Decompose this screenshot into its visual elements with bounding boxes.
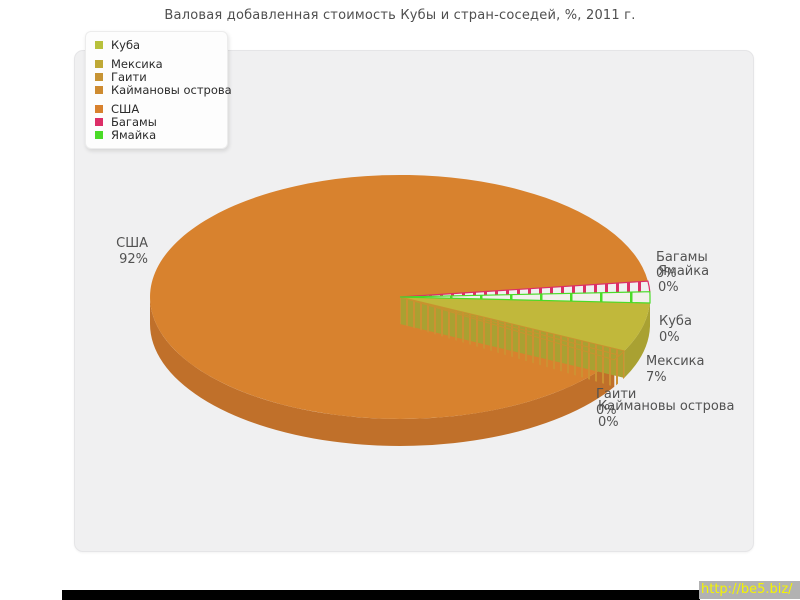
watermark-link[interactable]: http://be5.biz/ bbox=[699, 581, 800, 599]
label-usa-pct: 92% bbox=[119, 252, 148, 267]
legend-label-bahamas: Багамы bbox=[111, 115, 157, 129]
legend-label-cuba: Куба bbox=[111, 38, 141, 52]
label-mexico-name: Мексика bbox=[646, 354, 705, 369]
label-mexico: Мексика 7% bbox=[646, 354, 704, 386]
label-cayman-name: Каймановы острова bbox=[598, 399, 735, 414]
legend-swatch-mexico bbox=[95, 60, 103, 68]
label-cayman-pct: 0% bbox=[598, 415, 619, 430]
label-cayman: Каймановы острова 0% bbox=[598, 399, 734, 431]
legend-label-mexico: Мексика bbox=[111, 57, 163, 71]
label-usa: США 92% bbox=[90, 236, 148, 268]
label-cuba-pct: 0% bbox=[659, 330, 680, 345]
legend-label-usa: США bbox=[111, 102, 140, 116]
pie-slice-usa-side bbox=[150, 297, 615, 446]
legend-swatch-cuba bbox=[95, 41, 103, 49]
legend-item-mexico: Мексика bbox=[95, 57, 215, 71]
legend-item-cuba: Куба bbox=[95, 38, 215, 52]
label-haiti-name: Гаити bbox=[596, 387, 637, 402]
label-haiti: Гаити 0% bbox=[596, 387, 636, 419]
legend-swatch-cayman bbox=[95, 86, 103, 94]
pie-slice-haiti-cayman-rim bbox=[614, 350, 625, 387]
label-jamaica: Ямайка 0% bbox=[658, 264, 709, 296]
pie-slice-haiti-cayman-fan bbox=[400, 297, 615, 387]
legend-swatch-jamaica bbox=[95, 131, 103, 139]
label-jamaica-name: Ямайка bbox=[658, 264, 710, 279]
legend-swatch-usa bbox=[95, 105, 103, 113]
legend-swatch-bahamas bbox=[95, 118, 103, 126]
legend-label-jamaica: Ямайка bbox=[111, 128, 157, 142]
pie-slice-mexico bbox=[400, 297, 650, 351]
label-usa-name: США bbox=[116, 236, 148, 251]
legend-swatch-haiti bbox=[95, 73, 103, 81]
legend-item-jamaica: Ямайка bbox=[95, 128, 215, 142]
pie-slice-mexico-side bbox=[624, 299, 650, 378]
label-cuba-name: Куба bbox=[659, 314, 692, 329]
legend-label-haiti: Гаити bbox=[111, 70, 147, 84]
legend-box: Куба Мексика Гаити Каймановы острова США… bbox=[85, 31, 232, 149]
label-bahamas-pct: 0% bbox=[656, 266, 677, 281]
label-cuba: Куба 0% bbox=[659, 314, 692, 346]
legend-item-haiti: Гаити bbox=[95, 70, 215, 84]
label-bahamas: Багамы 0% bbox=[656, 250, 708, 282]
label-bahamas-name: Багамы bbox=[656, 250, 708, 265]
legend-label-cayman: Каймановы острова bbox=[111, 83, 232, 97]
chart-title: Валовая добавленная стоимость Кубы и стр… bbox=[164, 8, 636, 23]
pie-slice-jamaica bbox=[399, 291, 651, 304]
legend-item-usa: США bbox=[95, 102, 215, 116]
legend-item-cayman: Каймановы острова bbox=[95, 83, 232, 97]
label-mexico-pct: 7% bbox=[646, 370, 667, 385]
label-jamaica-pct: 0% bbox=[658, 280, 679, 295]
pie-slice-haiti-cayman-divider bbox=[399, 296, 620, 356]
footer-bar bbox=[62, 590, 700, 600]
legend-item-bahamas: Багамы bbox=[95, 115, 215, 129]
label-haiti-pct: 0% bbox=[596, 403, 617, 418]
